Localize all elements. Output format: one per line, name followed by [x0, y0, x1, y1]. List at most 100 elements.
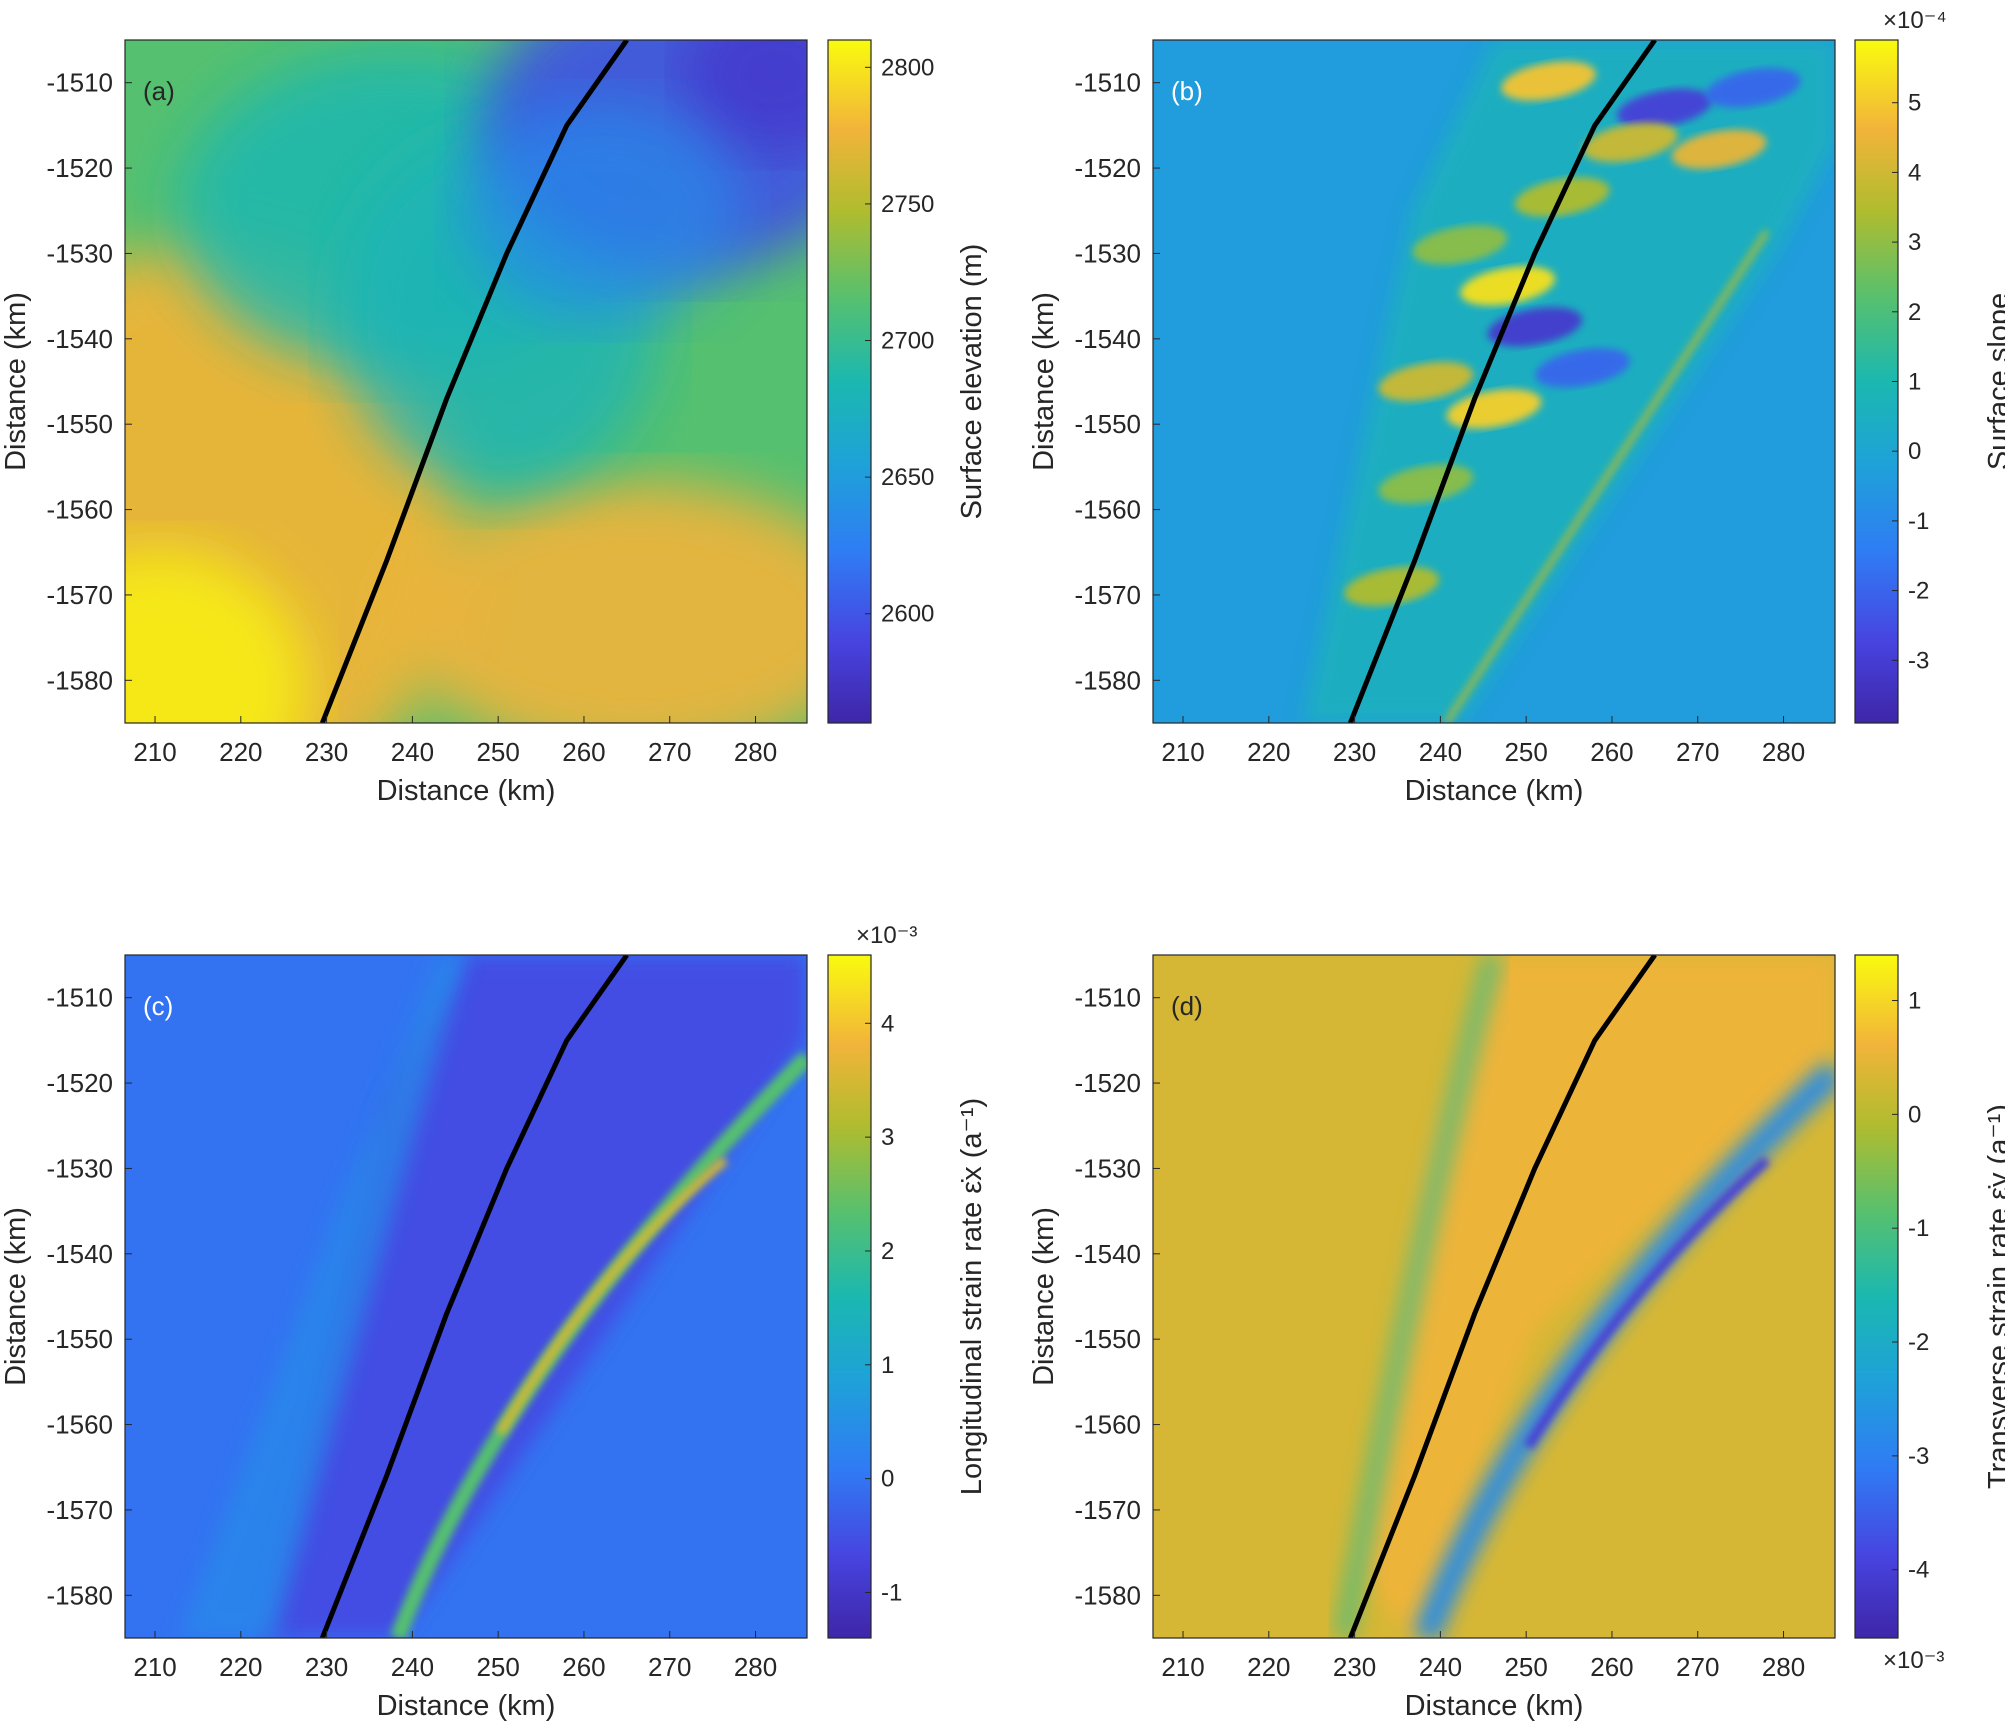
- y-tick-label: -1570: [47, 1495, 114, 1525]
- field-feature: [125, 548, 310, 723]
- y-tick-label: -1510: [1075, 983, 1142, 1013]
- x-tick-label: 260: [562, 1652, 605, 1682]
- field-feature: [1333, 955, 1505, 1638]
- y-tick-label: -1510: [47, 68, 114, 98]
- colorbar-tick-label: 2700: [881, 328, 934, 355]
- colorbar-tick-label: 2: [1908, 299, 1921, 326]
- colorbar-tick-label: 2750: [881, 191, 934, 218]
- y-tick-label: -1530: [47, 1153, 114, 1183]
- x-axis-label: Distance (km): [377, 1690, 556, 1722]
- field-feature: [1460, 266, 1556, 306]
- field-feature: [462, 100, 743, 321]
- x-tick-label: 240: [1419, 1652, 1462, 1682]
- axes-box: [124, 954, 808, 1639]
- y-tick-label: -1520: [47, 1068, 114, 1098]
- field-feature: [1357, 955, 1835, 1638]
- colorbar-tick-label: 0: [881, 1466, 894, 1493]
- field-feature: [1378, 464, 1474, 504]
- x-tick-label: 230: [1333, 1652, 1376, 1682]
- x-tick-label: 260: [1590, 1652, 1633, 1682]
- y-axis-label: Distance (km): [1028, 1207, 1060, 1386]
- colorbar-gradient: [827, 954, 872, 1639]
- y-tick-label: -1540: [47, 1239, 114, 1269]
- colorbar-tick-label: -2: [1908, 1329, 1929, 1356]
- flowline: [1347, 40, 1657, 723]
- y-tick-label: -1560: [47, 495, 114, 525]
- y-tick-label: -1520: [1075, 153, 1142, 183]
- y-tick-label: -1530: [47, 238, 114, 268]
- x-tick-label: 230: [305, 1652, 348, 1682]
- colorbar-tick-label: 2: [881, 1238, 894, 1265]
- field-feature: [1583, 122, 1678, 163]
- y-tick-label: -1580: [1075, 1580, 1142, 1610]
- colorbar: -1 0 1 2 3 4 ×10⁻³ Longitudinal strain rate ε̇x…: [827, 922, 988, 1639]
- colorbar-label: Surface elevation (m): [956, 244, 988, 520]
- colorbar-tick-label: 2800: [881, 54, 934, 81]
- panel-a: 210 220 230 240 250 260 270 280 -1510 -1520 -1530 -…: [0, 39, 988, 807]
- x-tick-label: 280: [734, 1652, 777, 1682]
- axes-box: [1152, 39, 1836, 724]
- y-tick-label: -1560: [1075, 495, 1142, 525]
- x-tick-label: 210: [1161, 737, 1204, 767]
- y-tick-label: -1550: [1075, 1324, 1142, 1354]
- x-tick-label: 260: [1590, 737, 1633, 767]
- colorbar-tick-label: -3: [1908, 647, 1929, 674]
- x-tick-label: 220: [1247, 1652, 1290, 1682]
- y-tick-label: -1570: [1075, 1495, 1142, 1525]
- x-tick-label: 250: [476, 737, 519, 767]
- y-tick-label: -1540: [1075, 324, 1142, 354]
- x-tick-label: 250: [1504, 737, 1547, 767]
- colorbar-exponent: ×10⁻³: [1883, 1647, 1944, 1674]
- colorbar-exponent: ×10⁻³: [856, 922, 917, 949]
- field-feature: [1671, 129, 1767, 169]
- colorbar-tick-label: -4: [1908, 1557, 1929, 1584]
- field-feature: [1535, 348, 1631, 388]
- y-tick-label: -1530: [1075, 1153, 1142, 1183]
- axes-box: [1152, 954, 1836, 1639]
- x-tick-label: 280: [1762, 1652, 1805, 1682]
- colorbar-tick-label: 4: [881, 1010, 894, 1037]
- x-axis-label: Distance (km): [377, 775, 556, 807]
- x-tick-label: 230: [1333, 737, 1376, 767]
- panel-c: 210 220 230 240 250 260 270 280-1510-1520-1530-…: [0, 922, 988, 1722]
- field-feature: [1446, 389, 1542, 429]
- heatmap-field: [125, 40, 807, 723]
- colorbar-tick-label: 1: [1908, 988, 1921, 1015]
- colorbar-gradient: [1854, 954, 1899, 1639]
- x-tick-label: 280: [734, 737, 777, 767]
- panel-d: 210 220 230 240 250 260 270 280 -1510 -1520 -1530 -…: [1028, 954, 2005, 1722]
- colorbar-label: Transverse strain rate ε̇y (a⁻¹): [1983, 1104, 2005, 1489]
- colorbar-tick-label: 1: [1908, 369, 1921, 396]
- heatmap-field: [1153, 955, 1835, 1638]
- field-feature: [1412, 225, 1508, 265]
- x-tick-label: 220: [1247, 737, 1290, 767]
- colorbar-exponent: ×10⁻⁴: [1883, 7, 1947, 34]
- x-axis-label: Distance (km): [1405, 1690, 1584, 1722]
- colorbar-tick-label: 4: [1908, 159, 1921, 186]
- x-tick-label: 270: [648, 1652, 691, 1682]
- x-tick-label: 240: [391, 737, 434, 767]
- x-axis-label: Distance (km): [1405, 775, 1584, 807]
- field-feature: [1413, 1061, 1835, 1638]
- x-tick-label: 220: [219, 1652, 262, 1682]
- field-feature: [1617, 88, 1712, 128]
- flowline: [319, 955, 629, 1638]
- field-feature: [396, 480, 807, 723]
- x-tick-label: 210: [133, 737, 176, 767]
- heatmap-field: [125, 955, 807, 1638]
- colorbar: 2600 2650 2700 2750 2800 Surface elevation (m…: [827, 39, 988, 724]
- y-tick-label: -1570: [47, 580, 114, 610]
- colorbar-tick-label: 5: [1908, 90, 1921, 117]
- axes-box: [124, 39, 808, 724]
- y-tick-label: -1580: [1075, 665, 1142, 695]
- colorbar: -4 -3 -2 -1 0 1 ×10⁻³ Transverse strain rate ε̇…: [1854, 954, 2005, 1674]
- y-tick-label: -1540: [47, 324, 114, 354]
- y-axis-label: Distance (km): [0, 292, 32, 471]
- y-tick-label: -1580: [47, 665, 114, 695]
- field-feature: [496, 1156, 729, 1436]
- colorbar-tick-label: 2650: [881, 464, 934, 491]
- field-feature: [179, 955, 466, 1638]
- y-axis-label: Distance (km): [0, 1207, 32, 1386]
- colorbar-tick-label: -1: [1908, 508, 1929, 535]
